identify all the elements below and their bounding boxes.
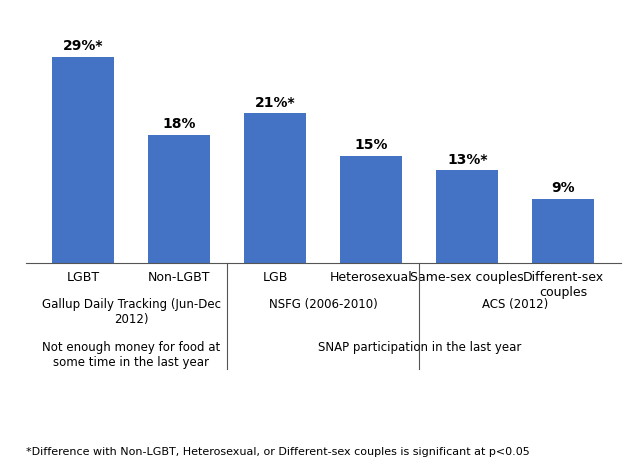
Text: 21%*: 21%* xyxy=(255,96,296,110)
Bar xyxy=(340,156,403,263)
Text: 29%*: 29%* xyxy=(63,39,104,53)
Text: 13%*: 13%* xyxy=(447,153,488,166)
Text: 15%: 15% xyxy=(355,138,388,152)
Text: Gallup Daily Tracking (Jun-Dec
2012): Gallup Daily Tracking (Jun-Dec 2012) xyxy=(42,298,221,326)
Text: 18%: 18% xyxy=(163,117,196,131)
Text: SNAP participation in the last year: SNAP participation in the last year xyxy=(317,341,521,354)
Bar xyxy=(244,113,307,263)
Bar xyxy=(52,57,115,263)
Text: Not enough money for food at
some time in the last year: Not enough money for food at some time i… xyxy=(42,341,220,369)
Bar xyxy=(148,135,211,263)
Bar xyxy=(532,199,595,263)
Text: *Difference with Non-LGBT, Heterosexual, or Different-sex couples is significant: *Difference with Non-LGBT, Heterosexual,… xyxy=(26,447,529,457)
Text: ACS (2012): ACS (2012) xyxy=(482,298,548,311)
Text: NSFG (2006-2010): NSFG (2006-2010) xyxy=(269,298,378,311)
Text: 9%: 9% xyxy=(552,181,575,195)
Bar xyxy=(436,170,499,263)
